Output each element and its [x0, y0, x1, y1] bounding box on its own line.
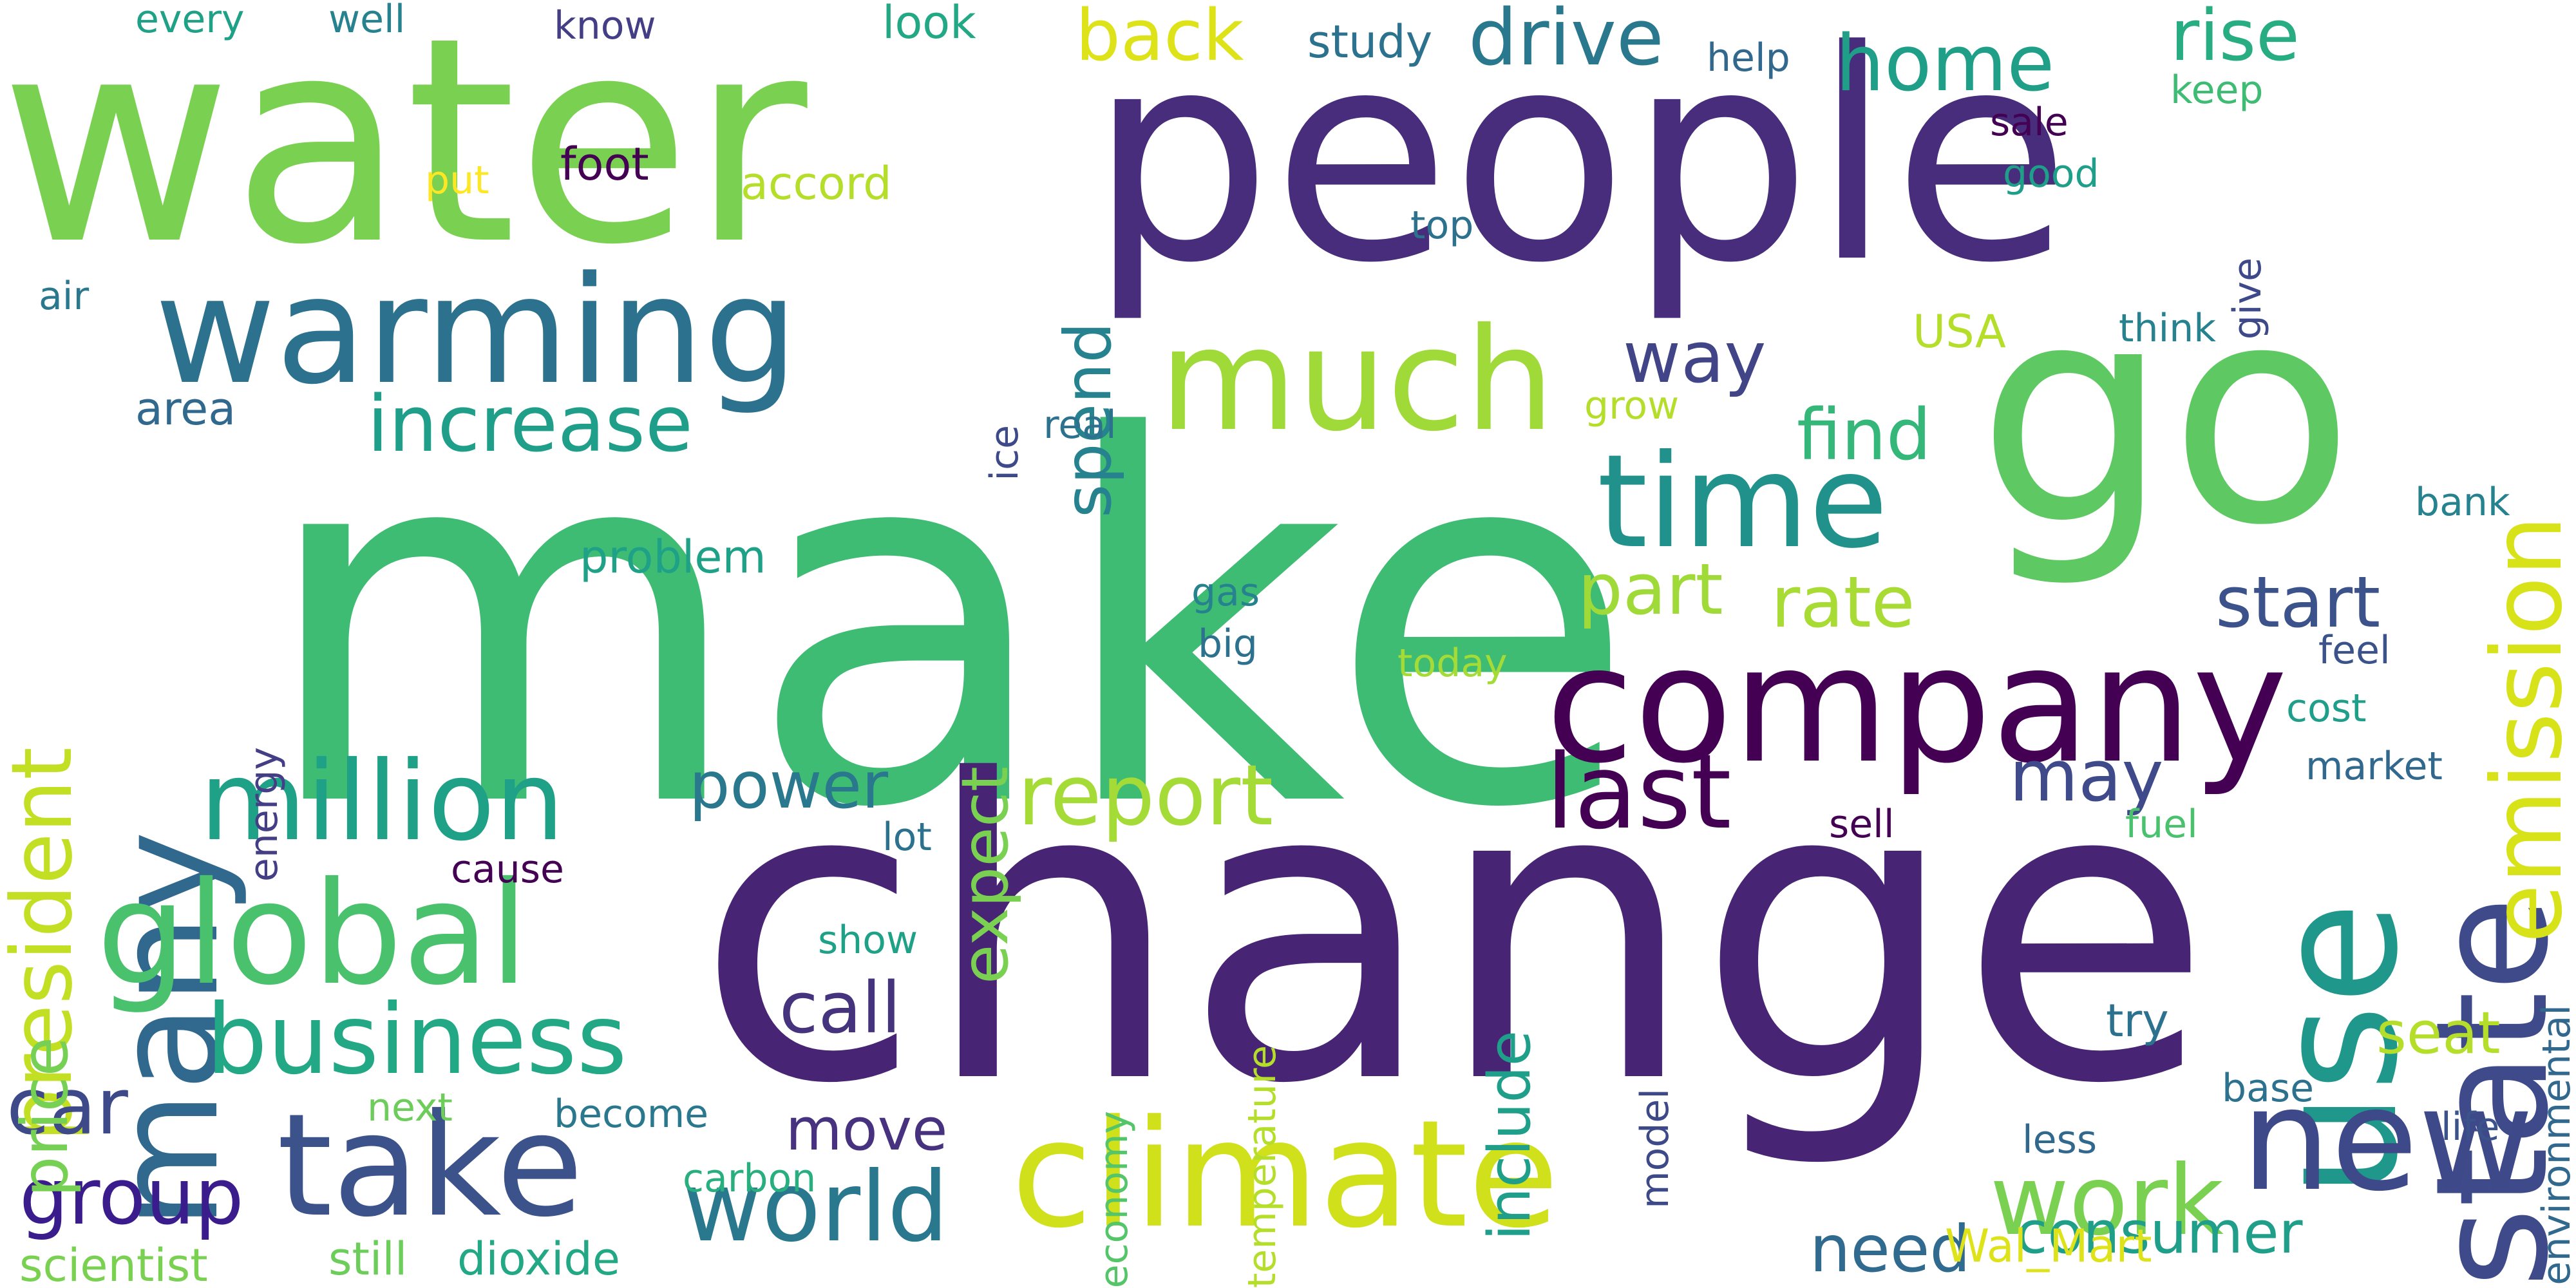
word-much: much	[1159, 298, 1555, 462]
word-dioxide: dioxide	[457, 1233, 620, 1285]
word-go: go	[1977, 239, 2354, 591]
word-start: start	[2215, 561, 2381, 643]
word-give: give	[2225, 258, 2270, 340]
word-may: may	[2009, 735, 2164, 817]
word-increase: increase	[367, 380, 693, 469]
word-water: water	[0, 0, 808, 307]
word-ice: ice	[982, 425, 1027, 481]
word-every: every	[135, 0, 245, 42]
word-way: way	[1623, 316, 1766, 399]
word-well: well	[328, 0, 406, 42]
word-global: global	[97, 851, 529, 1016]
word-group: group	[19, 1153, 244, 1242]
word-business: business	[206, 984, 627, 1096]
word-gas: gas	[1191, 570, 1260, 615]
word-sale: sale	[1990, 100, 2069, 145]
word-model: model	[1633, 1088, 1678, 1209]
word-home: home	[1835, 19, 2055, 109]
word-find: find	[1797, 393, 1931, 476]
word-company: company	[1546, 611, 2288, 799]
word-million: million	[200, 738, 565, 866]
word-think: think	[2119, 306, 2216, 351]
word-change: change	[696, 694, 2213, 1173]
word-back: back	[1075, 0, 1244, 77]
word-help: help	[1707, 35, 1790, 80]
word-emission: emission	[2472, 515, 2576, 943]
word-drive: drive	[1468, 0, 1664, 83]
word-still: still	[328, 1233, 408, 1285]
word-include: include	[1476, 1030, 1544, 1241]
word-area: area	[135, 383, 236, 435]
word-world: world	[683, 1151, 949, 1264]
word-cost: cost	[2286, 686, 2367, 731]
word-call: call	[779, 967, 902, 1049]
word-climate: climate	[1011, 1089, 1559, 1261]
word-problem: problem	[580, 531, 766, 583]
word-top: top	[1410, 203, 1474, 248]
word-expect: expect	[947, 766, 1023, 985]
word-market: market	[2306, 744, 2443, 789]
word-new: new	[2241, 1057, 2534, 1222]
word-real: real	[1043, 402, 1117, 448]
word-work: work	[1990, 1145, 2224, 1257]
word-big: big	[1198, 621, 1258, 667]
word-show: show	[818, 918, 918, 963]
word-part: part	[1578, 548, 1723, 630]
word-wal-mart: Wal_Mart	[1945, 1220, 2152, 1273]
word-today: today	[1397, 641, 1508, 686]
word-put: put	[425, 158, 489, 203]
word-fuel: fuel	[2125, 802, 2198, 847]
word-energy: energy	[242, 747, 287, 882]
word-grow: grow	[1584, 383, 1680, 428]
word-rise: rise	[2170, 0, 2300, 77]
word-keep: keep	[2170, 68, 2264, 113]
word-seat: seat	[2376, 999, 2501, 1067]
word-sell: sell	[1829, 802, 1895, 847]
word-economy: economy	[1092, 1110, 1137, 1288]
word-feel: feel	[2318, 628, 2391, 673]
word-foot: foot	[560, 138, 649, 191]
word-air: air	[39, 274, 90, 319]
word-next: next	[367, 1085, 453, 1130]
word-less: less	[2022, 1117, 2098, 1162]
word-consumer: consumer	[2016, 1199, 2303, 1267]
word-look: look	[882, 0, 976, 49]
word-base: base	[2222, 1066, 2315, 1111]
word-last: last	[1546, 732, 1732, 852]
word-car: car	[6, 1063, 128, 1152]
word-know: know	[554, 3, 656, 48]
word-accord: accord	[741, 157, 892, 210]
word-cause: cause	[451, 847, 564, 892]
word-warming: warming	[155, 245, 799, 417]
word-become: become	[554, 1092, 709, 1137]
word-study: study	[1307, 15, 1433, 68]
word-scientist: scientist	[19, 1239, 208, 1288]
word-temperature: temperature	[1240, 1045, 1285, 1288]
word-environmental: environmental	[2534, 1005, 2576, 1285]
word-bank: bank	[2415, 480, 2510, 525]
word-try: try	[2106, 994, 2169, 1047]
word-power: power	[689, 748, 889, 823]
word-usa: USA	[1913, 305, 2006, 358]
word-rate: rate	[1771, 561, 1915, 643]
word-report: report	[1018, 746, 1274, 844]
word-people: people	[1088, 0, 2071, 327]
word-good: good	[2003, 151, 2099, 196]
word-need: need	[1810, 1211, 1971, 1287]
word-move: move	[786, 1096, 948, 1164]
word-life: life	[2441, 1104, 2500, 1150]
word-price: price	[7, 1037, 82, 1197]
word-take: take	[277, 1083, 583, 1248]
word-carbon: carbon	[683, 1156, 817, 1201]
word-time: time	[1597, 427, 1888, 577]
word-make: make	[258, 332, 1637, 917]
word-lot: lot	[882, 815, 932, 860]
